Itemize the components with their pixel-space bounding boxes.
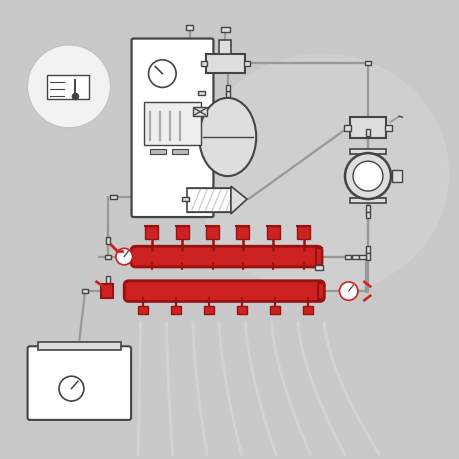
Bar (38, 342, 120, 350)
Bar (171, 149, 188, 155)
Bar (236, 307, 246, 315)
Bar (149, 149, 166, 155)
Ellipse shape (199, 99, 256, 177)
Bar (203, 307, 213, 315)
Bar (206, 55, 244, 73)
Bar (82, 290, 88, 294)
Bar (145, 227, 158, 240)
Bar (218, 62, 224, 66)
Bar (175, 227, 188, 240)
Bar (198, 92, 204, 96)
Bar (47, 76, 89, 100)
Bar (352, 255, 358, 259)
Bar (349, 118, 386, 139)
Bar (344, 255, 351, 259)
Bar (101, 285, 112, 298)
Ellipse shape (195, 55, 448, 294)
Bar (220, 28, 230, 33)
Bar (192, 108, 207, 117)
Bar (365, 206, 369, 212)
Polygon shape (230, 187, 246, 214)
Bar (269, 307, 280, 315)
Bar (350, 290, 357, 294)
Bar (235, 62, 241, 66)
FancyBboxPatch shape (28, 347, 131, 420)
Circle shape (339, 282, 357, 301)
Bar (384, 126, 391, 131)
Bar (106, 277, 110, 283)
Bar (365, 254, 369, 260)
Circle shape (148, 61, 176, 88)
Bar (200, 62, 207, 67)
Bar (266, 227, 279, 240)
Bar (349, 150, 386, 155)
FancyBboxPatch shape (131, 247, 321, 267)
Circle shape (28, 46, 110, 129)
Bar (110, 195, 117, 199)
Bar (137, 307, 147, 315)
Bar (314, 266, 323, 270)
Bar (365, 130, 369, 136)
Circle shape (116, 249, 132, 265)
Circle shape (353, 162, 382, 192)
Bar (302, 307, 313, 315)
Bar (105, 255, 111, 259)
Bar (243, 62, 250, 67)
Bar (206, 227, 218, 240)
Bar (358, 255, 365, 259)
Bar (316, 249, 321, 265)
FancyBboxPatch shape (124, 281, 324, 302)
Bar (187, 189, 230, 213)
Bar (318, 283, 323, 300)
Circle shape (59, 376, 84, 401)
Bar (391, 171, 401, 183)
Bar (365, 247, 369, 253)
Bar (225, 85, 230, 92)
Bar (343, 126, 351, 131)
Bar (143, 102, 201, 146)
Bar (219, 41, 231, 55)
Bar (297, 227, 309, 240)
Bar (236, 227, 249, 240)
Bar (186, 26, 192, 30)
Bar (106, 238, 110, 244)
Bar (219, 62, 226, 66)
Bar (182, 198, 188, 202)
Bar (364, 62, 370, 66)
FancyBboxPatch shape (131, 39, 213, 218)
Bar (170, 307, 180, 315)
Circle shape (72, 94, 78, 101)
Circle shape (344, 154, 390, 200)
Bar (225, 92, 230, 98)
Bar (349, 198, 386, 204)
Bar (134, 43, 212, 217)
Bar (365, 213, 369, 219)
